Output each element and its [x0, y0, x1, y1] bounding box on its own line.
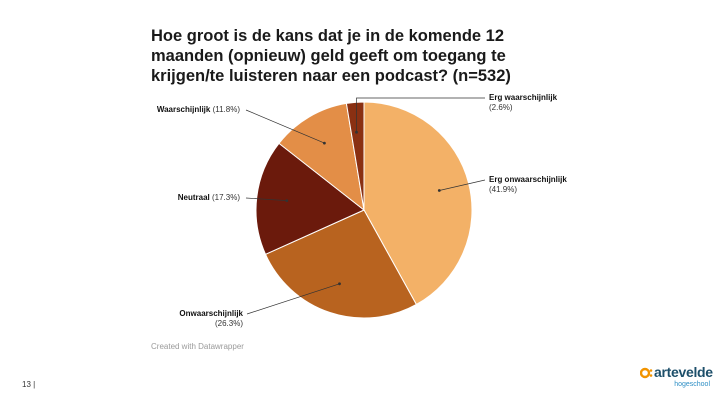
slice-label-name: Waarschijnlijk	[157, 105, 211, 114]
slice-label: Onwaarschijnlijk (26.3%)	[179, 309, 243, 328]
slice-label-name: Onwaarschijnlijk	[179, 309, 243, 318]
slice-label-name: Neutraal	[178, 193, 210, 202]
slice-label-name: Erg onwaarschijnlijk	[489, 175, 567, 184]
leader-line	[246, 283, 340, 315]
slice-label: Erg onwaarschijnlijk (41.9%)	[489, 175, 567, 194]
leader-line	[356, 97, 485, 133]
slice-label-value: (11.8%)	[213, 105, 241, 114]
pie-slice	[363, 101, 473, 306]
slice-label-value: (41.9%)	[489, 185, 517, 194]
page-number: 13 |	[22, 380, 36, 389]
datawrapper-credit: Created with Datawrapper	[151, 342, 244, 351]
pie-slice	[255, 142, 365, 255]
logo-subtitle: hogeschool	[674, 381, 710, 388]
pie-slice	[278, 102, 365, 212]
chart-title: Hoe groot is de kans dat je in de komend…	[151, 27, 511, 85]
pie-slice	[345, 101, 365, 211]
logo-mark-icon	[640, 367, 653, 379]
leader-line	[245, 197, 287, 201]
slice-label: Neutraal (17.3%)	[178, 193, 241, 202]
leader-line	[245, 109, 325, 144]
slice-label-value: (26.3%)	[215, 319, 243, 328]
slice-label: Erg waarschijnlijk (2.6%)	[489, 93, 558, 112]
artevelde-logo: artevelde hogeschool	[640, 364, 720, 394]
slice-label-name: Erg waarschijnlijk	[489, 93, 558, 102]
pie-slice	[264, 209, 418, 319]
slice-label-value: (17.3%)	[212, 193, 240, 202]
leader-line	[439, 179, 486, 191]
logo-name: artevelde	[654, 364, 713, 380]
leader-dot	[355, 130, 358, 134]
slice-label: Waarschijnlijk (11.8%)	[157, 105, 240, 114]
slice-label-value: (2.6%)	[489, 103, 513, 112]
